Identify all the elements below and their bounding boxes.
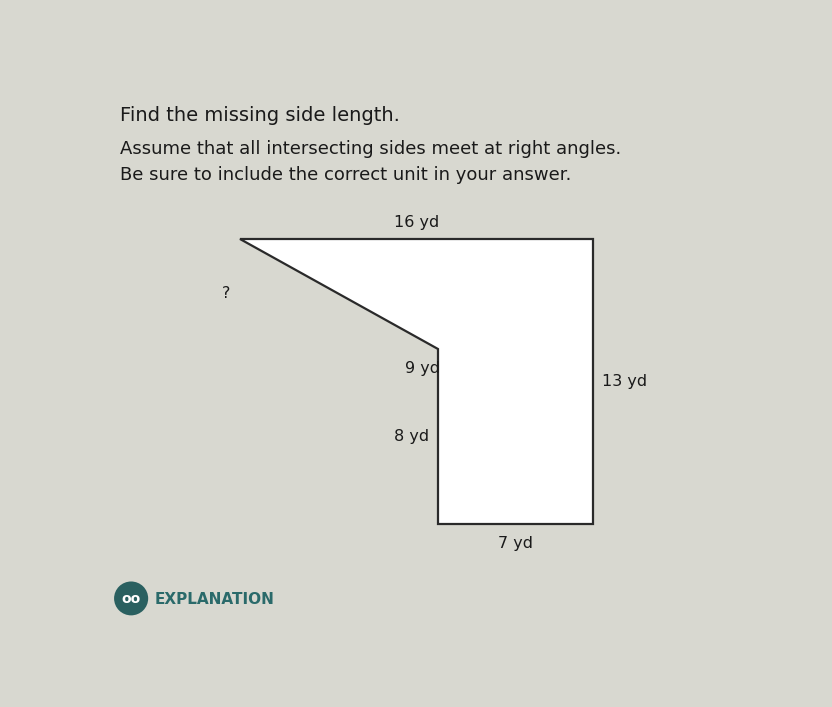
Text: 7 yd: 7 yd — [498, 537, 533, 551]
Text: Find the missing side length.: Find the missing side length. — [120, 106, 399, 125]
Text: EXPLANATION: EXPLANATION — [155, 592, 275, 607]
Text: 9 yd: 9 yd — [405, 361, 440, 376]
Text: 13 yd: 13 yd — [602, 374, 647, 389]
Text: Assume that all intersecting sides meet at right angles.: Assume that all intersecting sides meet … — [120, 140, 621, 158]
Text: 16 yd: 16 yd — [394, 215, 439, 230]
Text: 8 yd: 8 yd — [394, 429, 429, 444]
Text: oo: oo — [121, 592, 141, 606]
Circle shape — [114, 581, 148, 615]
Text: ?: ? — [222, 286, 230, 301]
Text: Be sure to include the correct unit in your answer.: Be sure to include the correct unit in y… — [120, 165, 571, 184]
Polygon shape — [240, 239, 593, 524]
